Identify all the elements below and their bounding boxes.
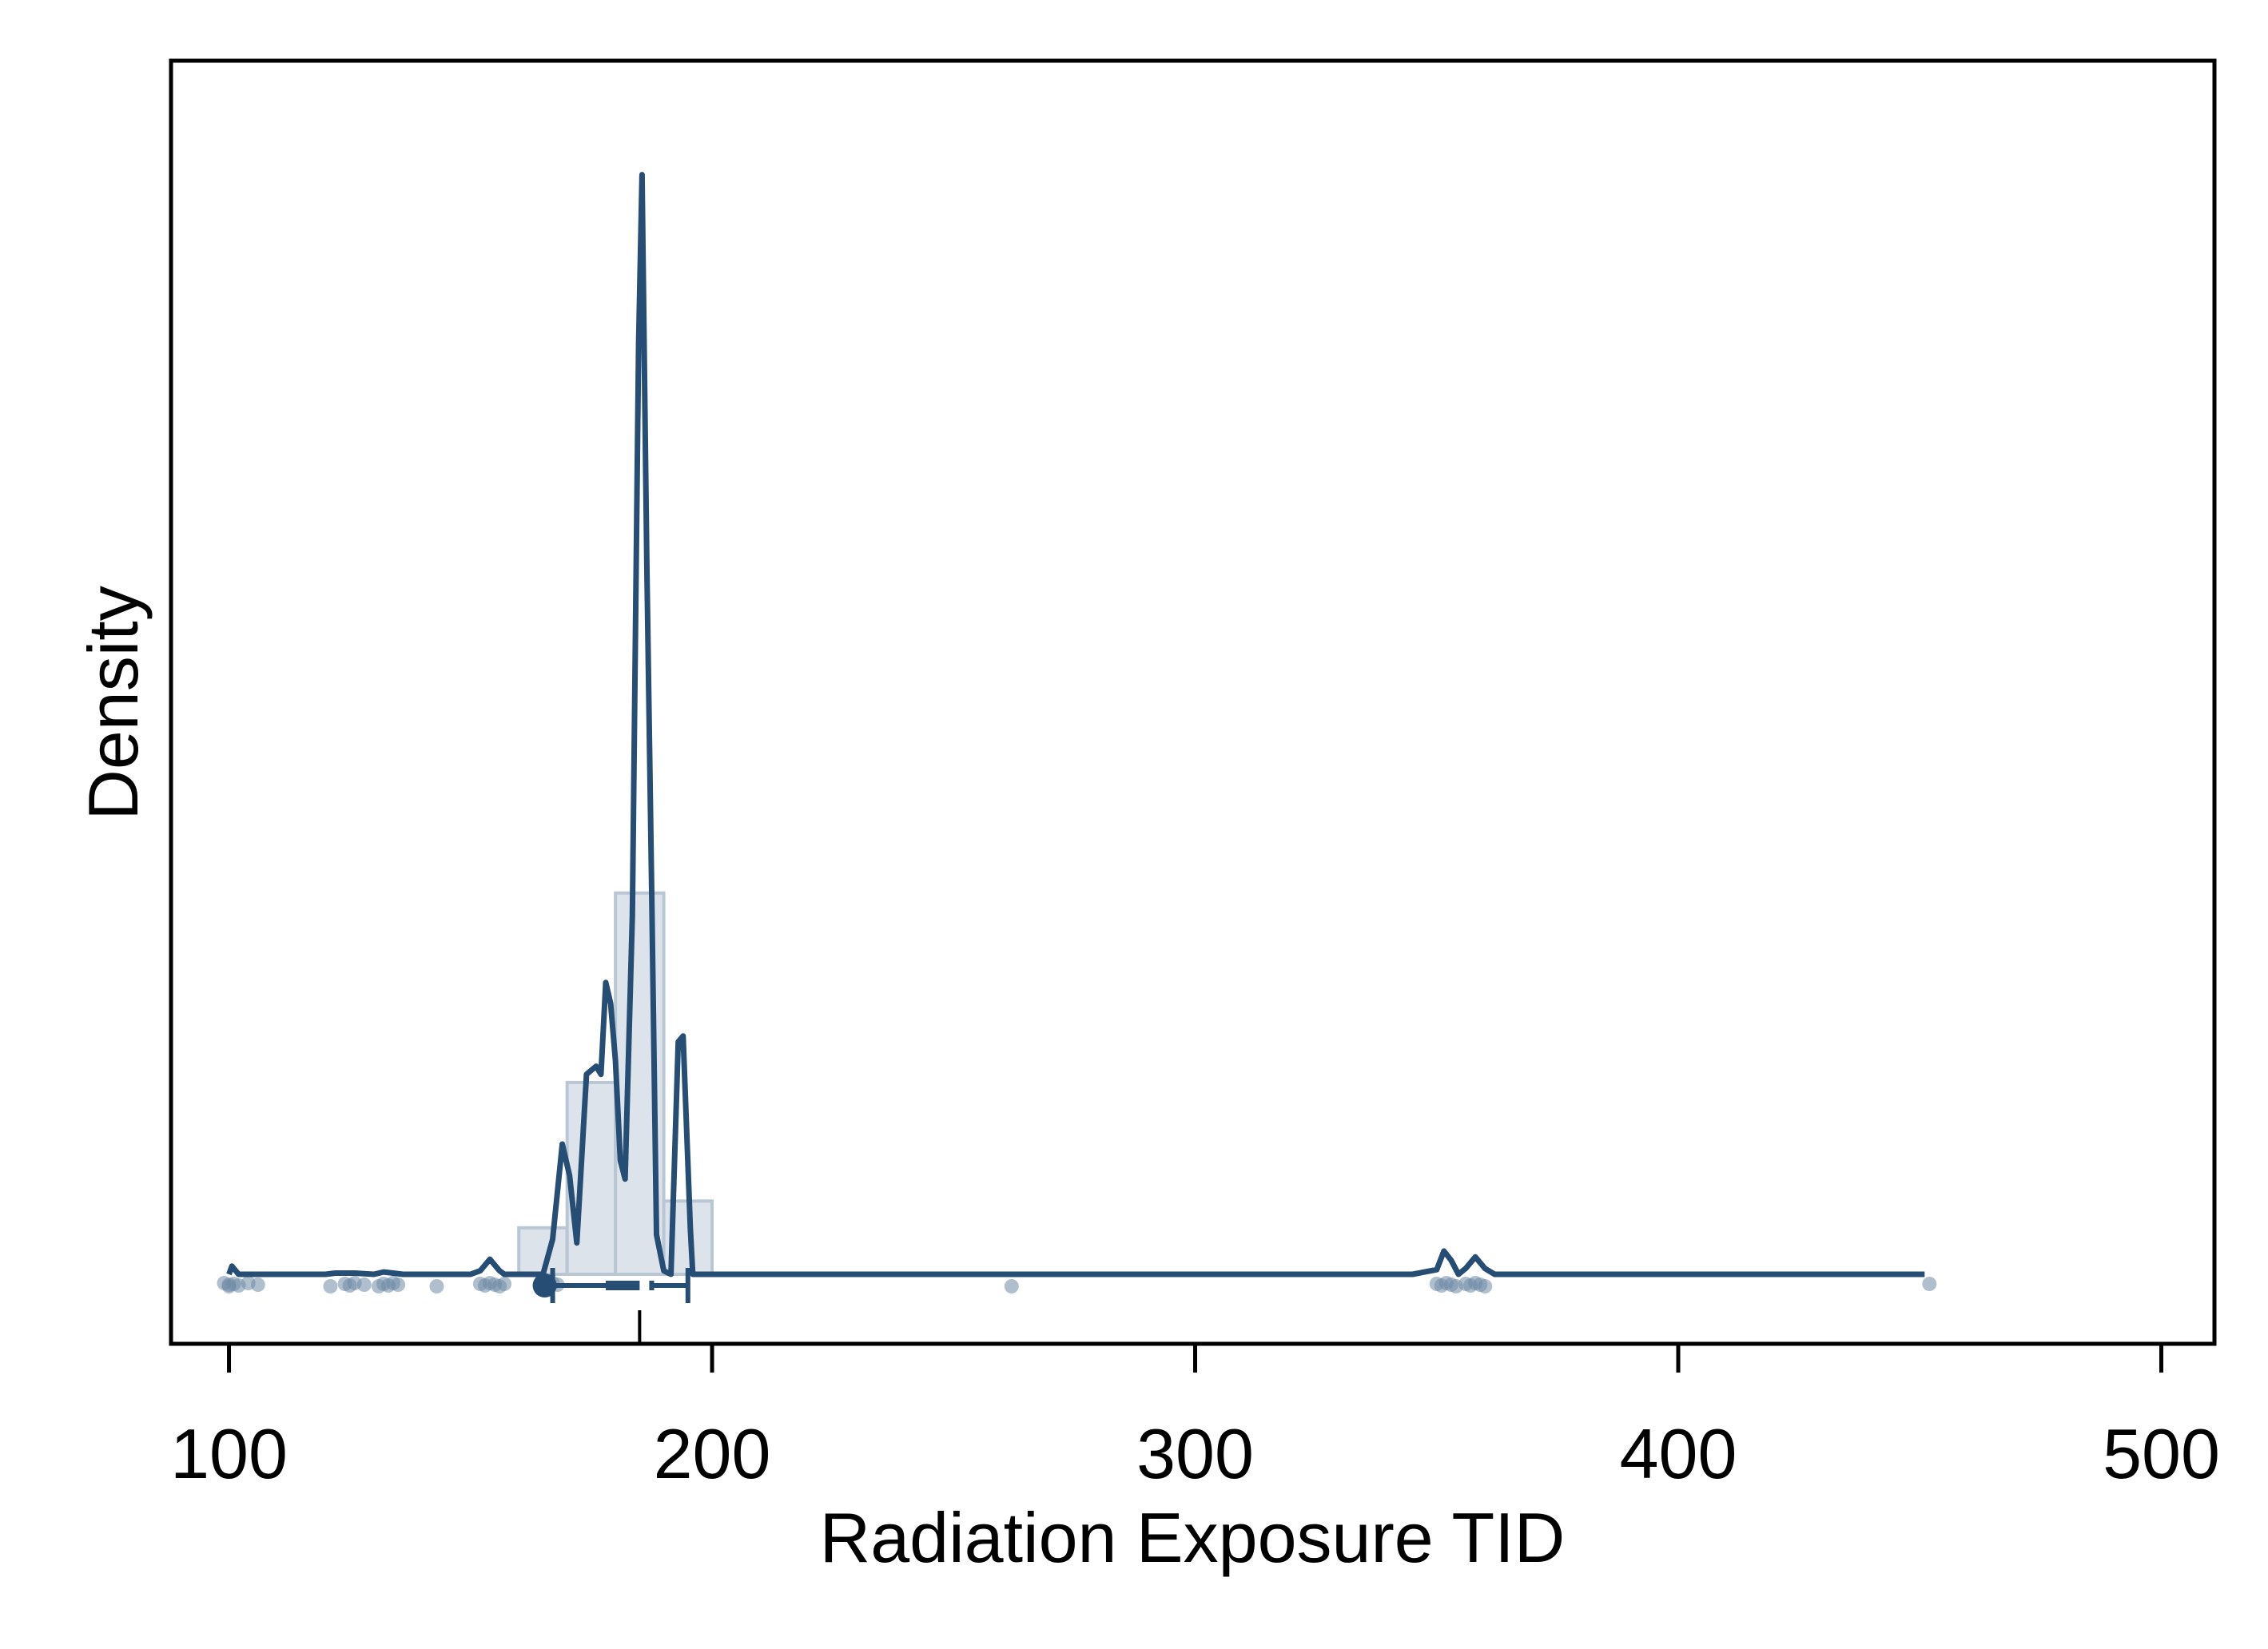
x-axis-label: Radiation Exposure TID (820, 1498, 1566, 1577)
y-axis-label: Density (74, 586, 153, 820)
x-axis-ticks: 100 200 300 400 500 (170, 1344, 2220, 1493)
rug-points (217, 1276, 1937, 1293)
x-tick-label: 200 (654, 1414, 771, 1493)
x-tick-label: 500 (2103, 1414, 2220, 1493)
density-curve (226, 172, 1925, 1277)
boxplot (532, 1268, 690, 1344)
rug-point (1478, 1279, 1493, 1293)
rug-point (1922, 1277, 1937, 1291)
rug-point (429, 1279, 444, 1293)
rug-point (250, 1277, 265, 1292)
boxplot-outlier-point (532, 1274, 557, 1297)
rug-point (323, 1279, 338, 1293)
boxplot-median (639, 1279, 650, 1292)
rug-point (1004, 1279, 1019, 1293)
rug-point (497, 1277, 512, 1291)
x-tick-label: 400 (1620, 1414, 1737, 1493)
plot-frame (169, 58, 2217, 1346)
x-tick-label: 100 (170, 1414, 288, 1493)
histogram-bar (565, 1080, 618, 1277)
rug-point (356, 1277, 372, 1292)
x-tick-label: 300 (1136, 1414, 1254, 1493)
rug-point (391, 1277, 406, 1292)
